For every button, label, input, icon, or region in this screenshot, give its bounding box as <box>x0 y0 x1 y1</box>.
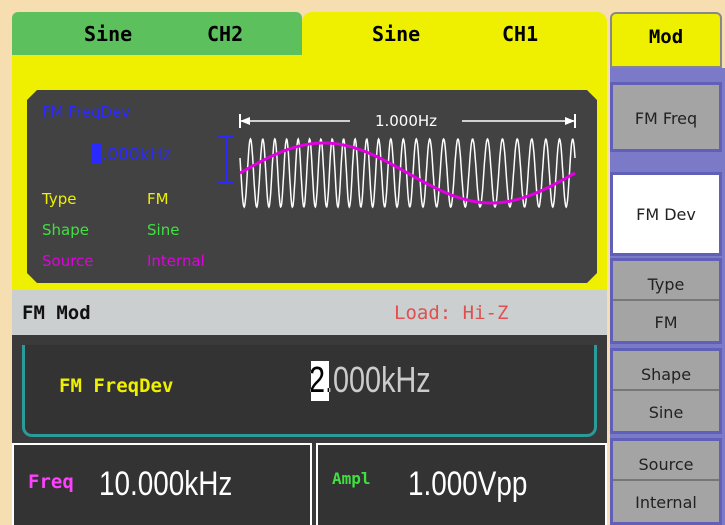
menu-item[interactable]: Source Internal <box>610 438 722 525</box>
info-label: Source <box>42 252 94 270</box>
info-label: Shape <box>42 221 89 239</box>
info-value: Sine <box>147 221 179 239</box>
tab-channel: CH1 <box>502 22 538 46</box>
status-bar: FM Mod Load: Hi-Z <box>12 290 607 335</box>
editor-label: FM FreqDev <box>59 375 173 397</box>
ampl-readout[interactable]: Ampl 1.000Vpp <box>316 443 607 525</box>
menu-label: Source <box>613 441 719 481</box>
menu-title: Mod <box>610 12 722 68</box>
info-value: Internal <box>147 252 205 270</box>
param-name: FM FreqDev <box>42 103 130 121</box>
tab-wave: Sine <box>372 22 420 46</box>
load: Load: Hi-Z <box>394 302 508 324</box>
mode: FM Mod <box>22 302 91 324</box>
freq-readout[interactable]: Freq 10.000kHz <box>12 443 312 525</box>
info-label: Type <box>41 190 76 208</box>
menu-item[interactable]: Type FM <box>610 258 722 344</box>
readout-value: 10.000kHz <box>99 465 232 504</box>
tab-ch1[interactable]: Sine CH1 <box>302 12 607 55</box>
display: FM FreqDev 1.000Hz 2.000kHz Type FM Shap… <box>12 55 607 290</box>
editor-field[interactable]: FM FreqDev 2.000kHz <box>22 345 597 437</box>
tab-wave: Sine <box>84 22 132 46</box>
readout-label: Ampl <box>332 469 371 488</box>
info-value: FM <box>147 190 169 208</box>
menu-value: FM <box>613 301 719 332</box>
menu-label: Type <box>613 261 719 301</box>
menu-label: Shape <box>613 351 719 391</box>
tab-channel: CH2 <box>207 22 243 46</box>
editor-value: 2.000kHz <box>309 359 431 401</box>
page: Sine CH2 Sine CH1 FM FreqDev 1.000Hz 2.0… <box>0 0 725 525</box>
menu-item[interactable]: FM Freq <box>610 82 722 152</box>
tab-ch2[interactable]: Sine CH2 <box>12 12 302 55</box>
param-value: 2.000kHz <box>91 145 171 165</box>
menu-item[interactable]: Shape Sine <box>610 348 722 434</box>
device-screen: Sine CH2 Sine CH1 FM FreqDev 1.000Hz 2.0… <box>0 0 725 525</box>
menu-value: Internal <box>613 481 719 512</box>
readout-label: Freq <box>28 471 74 493</box>
readout-value: 1.000Vpp <box>408 465 527 504</box>
period-label: 1.000Hz <box>375 112 437 130</box>
menu-item[interactable]: FM Dev <box>610 172 722 256</box>
menu-value: Sine <box>613 391 719 422</box>
